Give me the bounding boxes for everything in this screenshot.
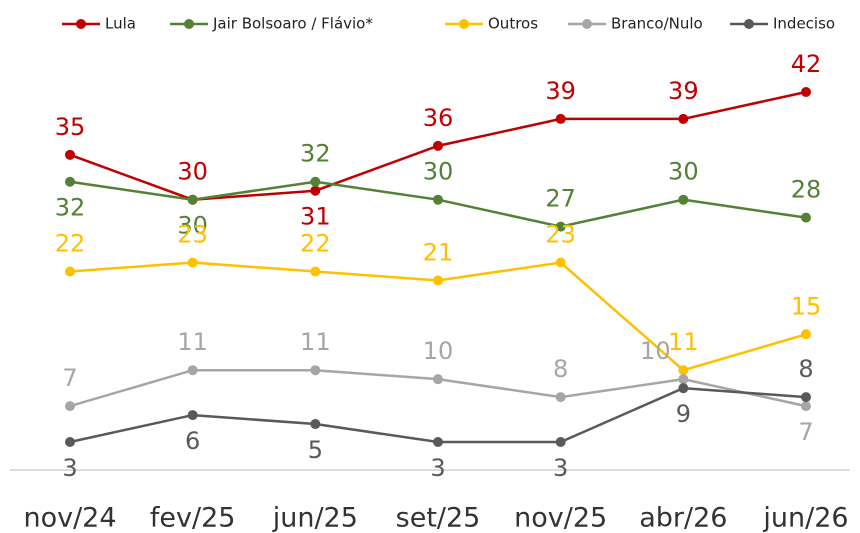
data-label: 30 (177, 212, 208, 240)
point (433, 140, 443, 151)
data-label: 39 (545, 77, 576, 105)
legend-swatch (582, 19, 592, 29)
point (65, 437, 75, 447)
legend-swatch (459, 19, 469, 29)
data-label: 32 (55, 194, 86, 222)
data-label: 11 (300, 328, 331, 356)
data-label: 23 (545, 221, 576, 249)
data-label: 21 (423, 238, 454, 266)
data-label: 27 (545, 185, 576, 213)
data-label: 3 (430, 454, 445, 482)
x-tick-label: nov/25 (514, 503, 607, 533)
data-label: 8 (553, 355, 568, 383)
legend-label: Branco/Nulo (611, 15, 703, 33)
point (678, 113, 689, 124)
data-label: 11 (668, 328, 699, 356)
point (310, 266, 321, 277)
point (555, 437, 566, 447)
x-tick-label: set/25 (396, 503, 481, 533)
data-label: 30 (423, 158, 454, 186)
point (801, 401, 811, 412)
data-label: 11 (177, 328, 208, 356)
data-label: 22 (300, 229, 331, 257)
point (801, 212, 811, 223)
x-tick-label: abr/26 (639, 503, 727, 533)
data-label: 30 (177, 158, 208, 186)
point (678, 365, 689, 376)
point (433, 437, 443, 447)
legend-label: Indeciso (773, 15, 835, 33)
data-label: 35 (55, 113, 86, 141)
data-label: 3 (553, 454, 568, 482)
point (187, 410, 198, 421)
point (433, 194, 443, 205)
data-label: 8 (798, 355, 813, 383)
point (678, 374, 689, 385)
legend-label: Outros (488, 15, 538, 33)
data-label: 30 (668, 158, 699, 186)
data-label: 7 (62, 364, 77, 392)
legend-label: Jair Bolsoaro / Flávio* (212, 15, 373, 33)
data-label: 10 (640, 337, 671, 365)
point (187, 194, 198, 205)
point (433, 374, 443, 385)
point (801, 87, 811, 97)
data-label: 39 (668, 77, 699, 105)
x-tick-label: fev/25 (150, 503, 236, 533)
legend-label: Lula (105, 15, 136, 33)
point (678, 383, 689, 394)
point (187, 365, 198, 376)
data-label: 15 (791, 292, 822, 320)
legend-swatch (744, 19, 754, 29)
data-label: 23 (177, 221, 208, 249)
data-label: 36 (423, 104, 454, 132)
point (65, 176, 75, 187)
data-label: 9 (676, 400, 691, 428)
point (310, 176, 321, 187)
data-label: 6 (185, 427, 200, 455)
data-label: 3 (62, 454, 77, 482)
legend-swatch (184, 19, 194, 29)
legend-swatch (76, 19, 86, 29)
point (801, 329, 811, 340)
data-label: 5 (308, 436, 323, 464)
point (555, 221, 566, 232)
point (678, 194, 689, 205)
data-label: 7 (798, 418, 813, 446)
data-label: 22 (55, 229, 86, 257)
point (555, 392, 566, 403)
data-label: 28 (791, 176, 822, 204)
point (310, 365, 321, 376)
x-tick-label: jun/25 (272, 503, 358, 533)
point (555, 257, 566, 268)
point (187, 257, 198, 268)
point (65, 401, 75, 412)
data-label: 31 (300, 203, 331, 231)
series-line (69, 386, 807, 444)
point (65, 149, 75, 160)
x-tick-label: jun/26 (762, 503, 848, 533)
point (801, 392, 811, 403)
point (310, 419, 321, 430)
point (310, 185, 321, 196)
point (65, 266, 75, 277)
data-label: 42 (791, 50, 822, 78)
point (433, 275, 443, 286)
x-tick-label: nov/24 (23, 503, 116, 533)
data-label: 10 (423, 337, 454, 365)
point (555, 113, 566, 124)
data-label: 32 (300, 140, 331, 168)
